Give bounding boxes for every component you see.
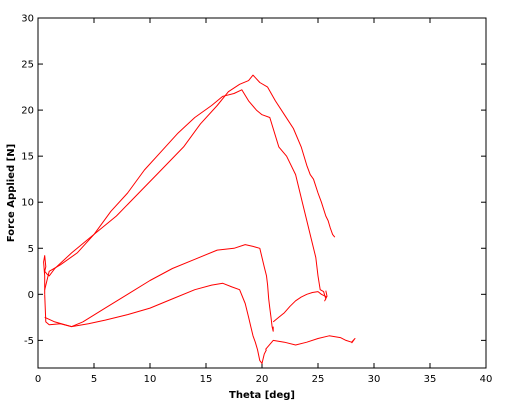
x-tick-label: 40 bbox=[480, 374, 493, 385]
series-line-6 bbox=[265, 335, 356, 350]
x-tick-label: 15 bbox=[200, 374, 213, 385]
y-tick-label: 5 bbox=[28, 244, 34, 255]
series-line-2 bbox=[44, 89, 328, 302]
y-tick-label: 30 bbox=[21, 14, 34, 25]
series-line-5 bbox=[272, 291, 328, 323]
x-tick-label: 10 bbox=[144, 374, 157, 385]
y-tick-label: 10 bbox=[21, 198, 34, 209]
axis-ticks: 0 5 10 15 20 25 30 35 40 -5 0 5 10 15 20 25 30 bbox=[21, 14, 492, 386]
y-tick-label: 25 bbox=[21, 60, 34, 71]
y-tick-label: 0 bbox=[28, 290, 34, 301]
x-tick-label: 5 bbox=[91, 374, 97, 385]
x-tick-label: 30 bbox=[368, 374, 381, 385]
y-tick-label: -5 bbox=[24, 336, 34, 347]
x-tick-label: 35 bbox=[424, 374, 437, 385]
series-line-1 bbox=[43, 74, 336, 295]
plot-area-frame bbox=[37, 17, 487, 369]
y-tick-label: 15 bbox=[21, 152, 34, 163]
y-axis-label: Force Applied [N] bbox=[6, 144, 17, 242]
series-line-4 bbox=[44, 282, 267, 364]
x-tick-label: 20 bbox=[256, 374, 269, 385]
data-series bbox=[43, 74, 356, 364]
x-tick-label: 25 bbox=[312, 374, 325, 385]
x-tick-label: 0 bbox=[35, 374, 41, 385]
series-line-3 bbox=[44, 244, 274, 332]
x-axis-label: Theta [deg] bbox=[229, 390, 295, 401]
y-tick-label: 20 bbox=[21, 106, 34, 117]
